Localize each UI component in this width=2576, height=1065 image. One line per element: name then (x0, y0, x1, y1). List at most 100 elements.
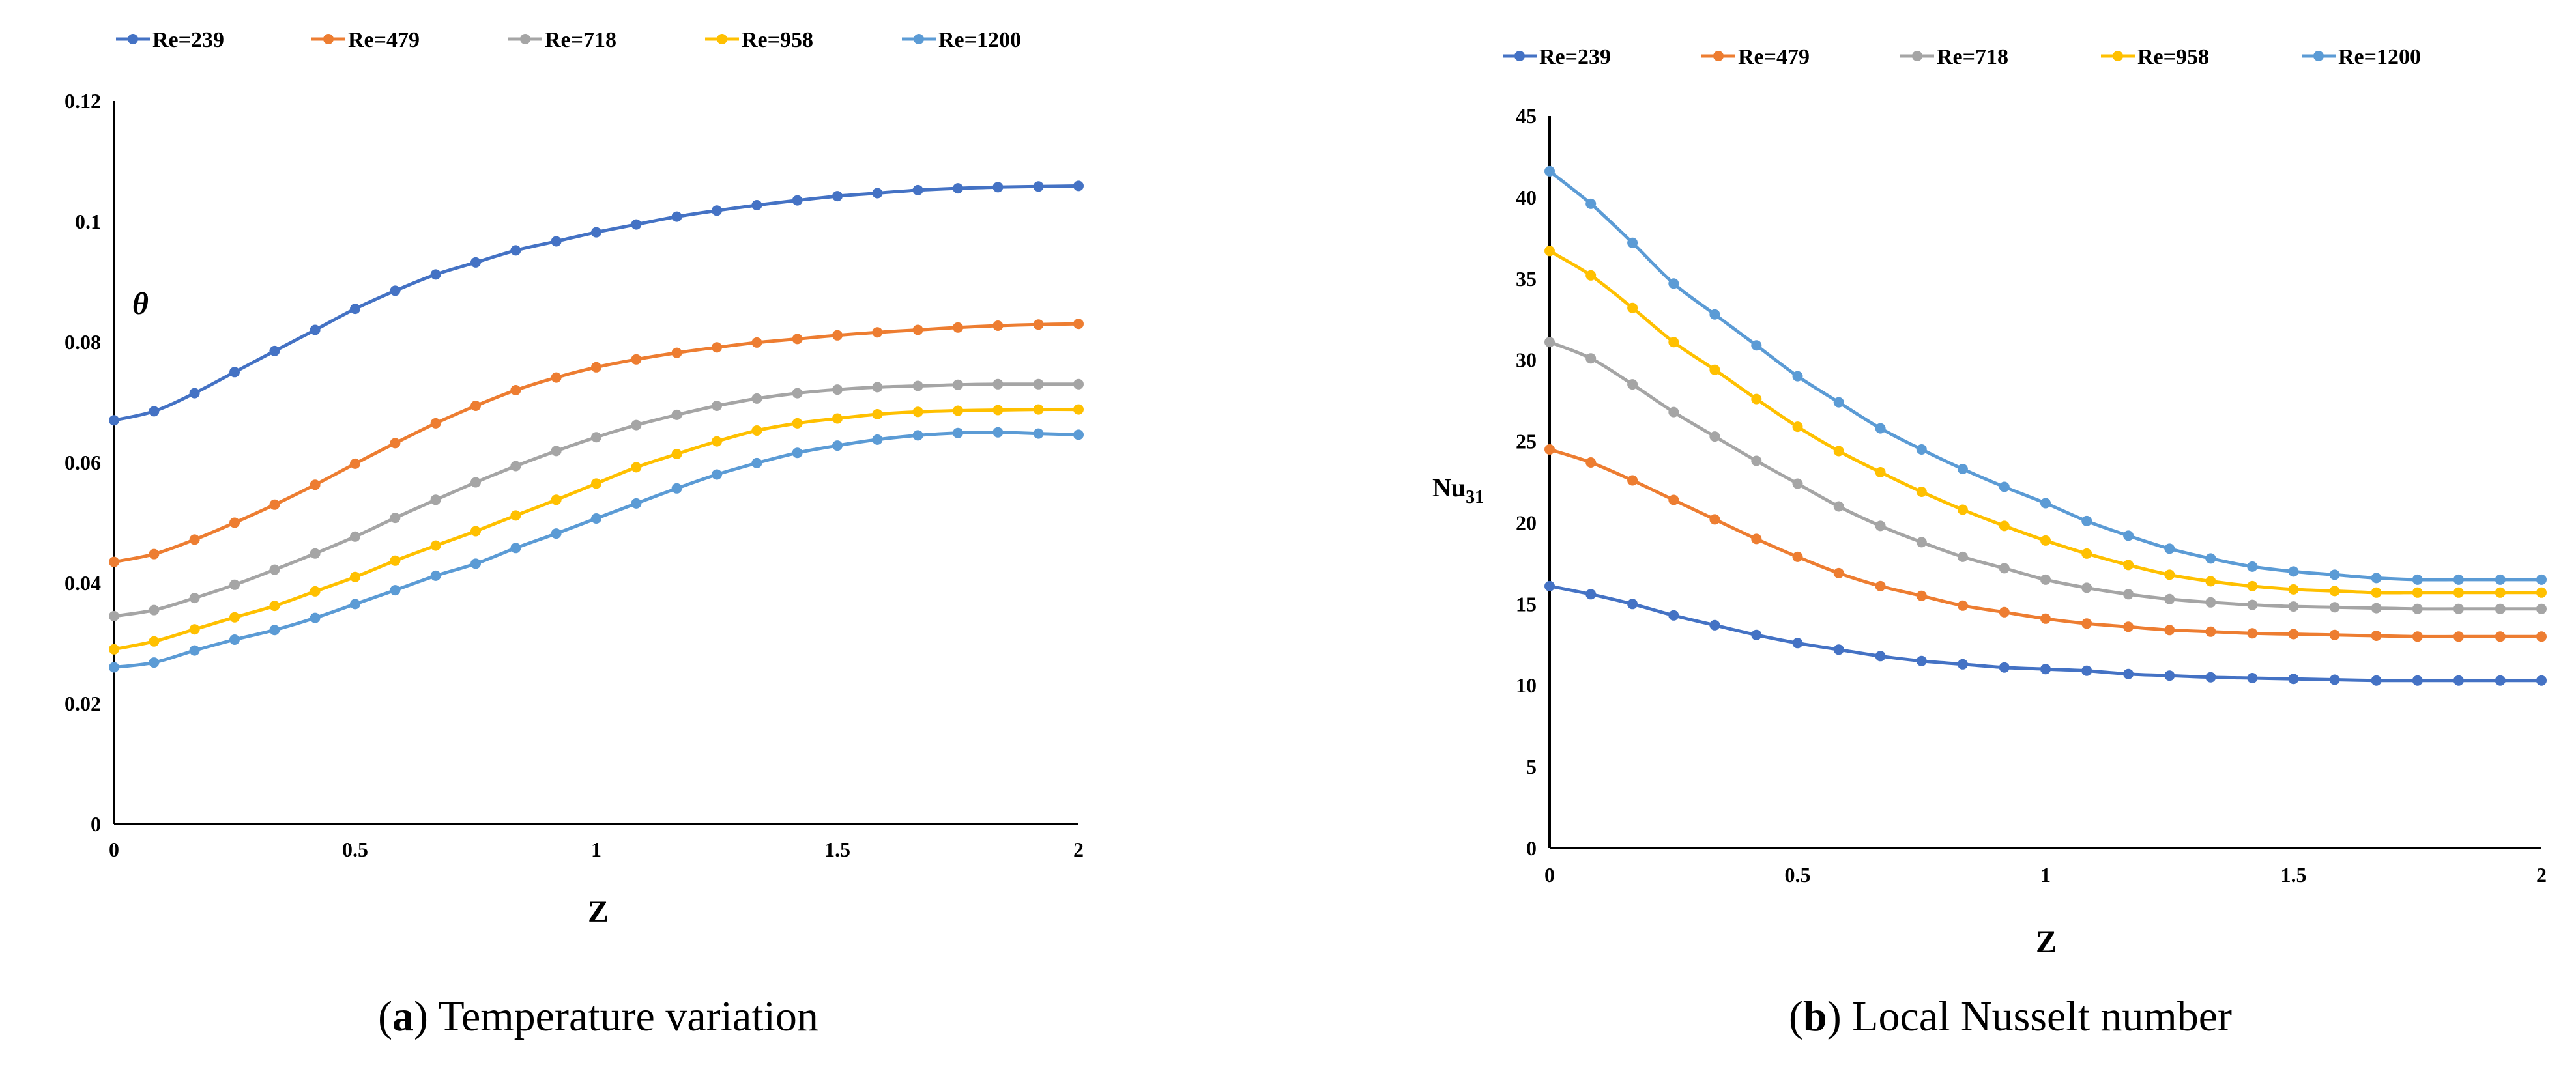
data-point-b-1 (1544, 444, 1555, 455)
data-point-a-1 (149, 548, 160, 560)
data-point-b-2 (1792, 478, 1803, 489)
legend-swatch-marker (1713, 51, 1724, 61)
data-point-a-0 (631, 219, 642, 230)
data-point-a-1 (269, 499, 280, 510)
data-point-b-1 (1833, 567, 1844, 578)
data-point-a-1 (510, 385, 521, 395)
y-tick-label-a: 0.12 (65, 89, 101, 113)
data-point-b-0 (2371, 675, 2382, 686)
data-point-b-0 (1668, 610, 1679, 621)
data-point-b-4 (1751, 340, 1762, 351)
data-point-a-3 (390, 555, 401, 566)
data-point-b-4 (1833, 397, 1844, 408)
data-point-b-1 (2164, 625, 2175, 636)
data-point-a-4 (631, 498, 642, 509)
data-point-a-4 (149, 657, 160, 668)
y-tick-label-b: 15 (1516, 592, 1537, 616)
data-point-b-0 (2247, 673, 2258, 683)
legend-label: Re=958 (742, 28, 813, 52)
data-point-a-0 (430, 269, 441, 280)
data-point-a-4 (671, 483, 682, 494)
data-point-a-3 (470, 526, 481, 537)
legend-item-b-3: Re=958 (2101, 45, 2209, 69)
y-tick-label-a: 0.06 (65, 451, 101, 474)
data-point-a-2 (751, 393, 762, 404)
data-point-a-2 (832, 384, 843, 395)
data-point-a-1 (631, 354, 642, 365)
data-point-b-2 (1544, 337, 1555, 348)
caption-b: (b) Local Nusselt number (1789, 993, 2232, 1040)
legend-swatch-marker (1514, 51, 1525, 61)
data-point-a-4 (430, 570, 441, 581)
legend-swatch-marker (914, 34, 924, 44)
data-point-b-4 (2040, 498, 2051, 509)
data-point-a-3 (1033, 404, 1044, 415)
data-point-b-1 (1916, 590, 1927, 601)
data-point-b-1 (2495, 631, 2506, 642)
data-point-b-3 (1668, 337, 1679, 348)
data-point-a-0 (992, 182, 1004, 193)
series-line-b-4 (1548, 169, 2542, 582)
data-point-a-0 (390, 285, 401, 296)
data-point-a-3 (551, 494, 562, 505)
y-tick-label-a: 0.04 (65, 571, 101, 595)
data-point-a-2 (510, 461, 521, 472)
data-point-b-2 (1668, 406, 1679, 418)
data-point-a-3 (149, 636, 160, 647)
data-point-a-1 (832, 330, 843, 341)
data-point-b-0 (2453, 675, 2464, 686)
data-point-a-0 (350, 304, 360, 315)
data-point-a-4 (229, 634, 240, 645)
data-point-a-4 (510, 543, 521, 554)
data-point-a-4 (551, 528, 562, 539)
data-point-a-0 (551, 236, 562, 247)
y-tick-label-a: 0 (91, 812, 101, 836)
data-point-b-4 (1627, 237, 1638, 248)
y-tick-label-a: 0.08 (65, 330, 101, 354)
data-point-b-0 (2040, 664, 2051, 675)
data-point-b-0 (1627, 599, 1638, 610)
data-point-a-0 (269, 345, 280, 356)
data-point-a-4 (792, 447, 803, 459)
data-point-a-2 (149, 604, 160, 616)
data-point-a-4 (310, 612, 321, 623)
data-point-b-4 (2536, 574, 2547, 585)
axes-b: 0 5 10 15 20 25 30 35 40 45 0 0.5 1 1.5 2 (1516, 104, 2547, 887)
data-point-a-2 (792, 388, 803, 399)
legend-a: Re=239 Re=479 Re=718 Re=958 Re=1200 (116, 28, 1021, 52)
data-point-b-1 (1709, 514, 1720, 525)
data-point-a-0 (912, 184, 923, 195)
data-point-a-2 (631, 419, 642, 431)
data-point-b-3 (2371, 587, 2382, 598)
data-point-b-2 (2081, 582, 2092, 593)
data-point-b-1 (2081, 618, 2092, 629)
x-tick-label-b: 2 (2536, 863, 2547, 887)
data-point-a-3 (1073, 404, 1084, 415)
data-point-a-4 (470, 558, 481, 569)
legend-label: Re=718 (545, 28, 616, 52)
data-point-b-3 (2040, 535, 2051, 546)
legend-item-b-2: Re=718 (1900, 45, 2008, 69)
data-point-a-0 (751, 200, 762, 210)
data-point-b-4 (1957, 464, 1968, 474)
data-point-a-3 (751, 425, 762, 436)
data-point-b-0 (1709, 619, 1720, 631)
data-point-a-3 (712, 436, 722, 447)
data-point-a-4 (189, 645, 200, 656)
data-point-b-0 (2412, 675, 2423, 686)
data-point-b-2 (2371, 603, 2382, 614)
data-point-b-3 (1544, 246, 1555, 257)
data-point-b-4 (2495, 574, 2506, 585)
data-point-b-2 (2205, 597, 2216, 608)
data-point-b-4 (1709, 309, 1720, 320)
y-tick-label-b: 5 (1526, 755, 1537, 778)
data-point-a-0 (671, 211, 682, 222)
data-point-b-4 (2164, 543, 2175, 554)
data-point-b-1 (2205, 626, 2216, 637)
legend-swatch-marker (1912, 51, 1922, 61)
data-point-b-1 (2371, 631, 2382, 641)
data-point-a-4 (269, 625, 280, 636)
data-point-b-0 (1751, 629, 1762, 640)
data-point-a-2 (712, 401, 722, 411)
data-point-b-3 (2123, 560, 2134, 571)
